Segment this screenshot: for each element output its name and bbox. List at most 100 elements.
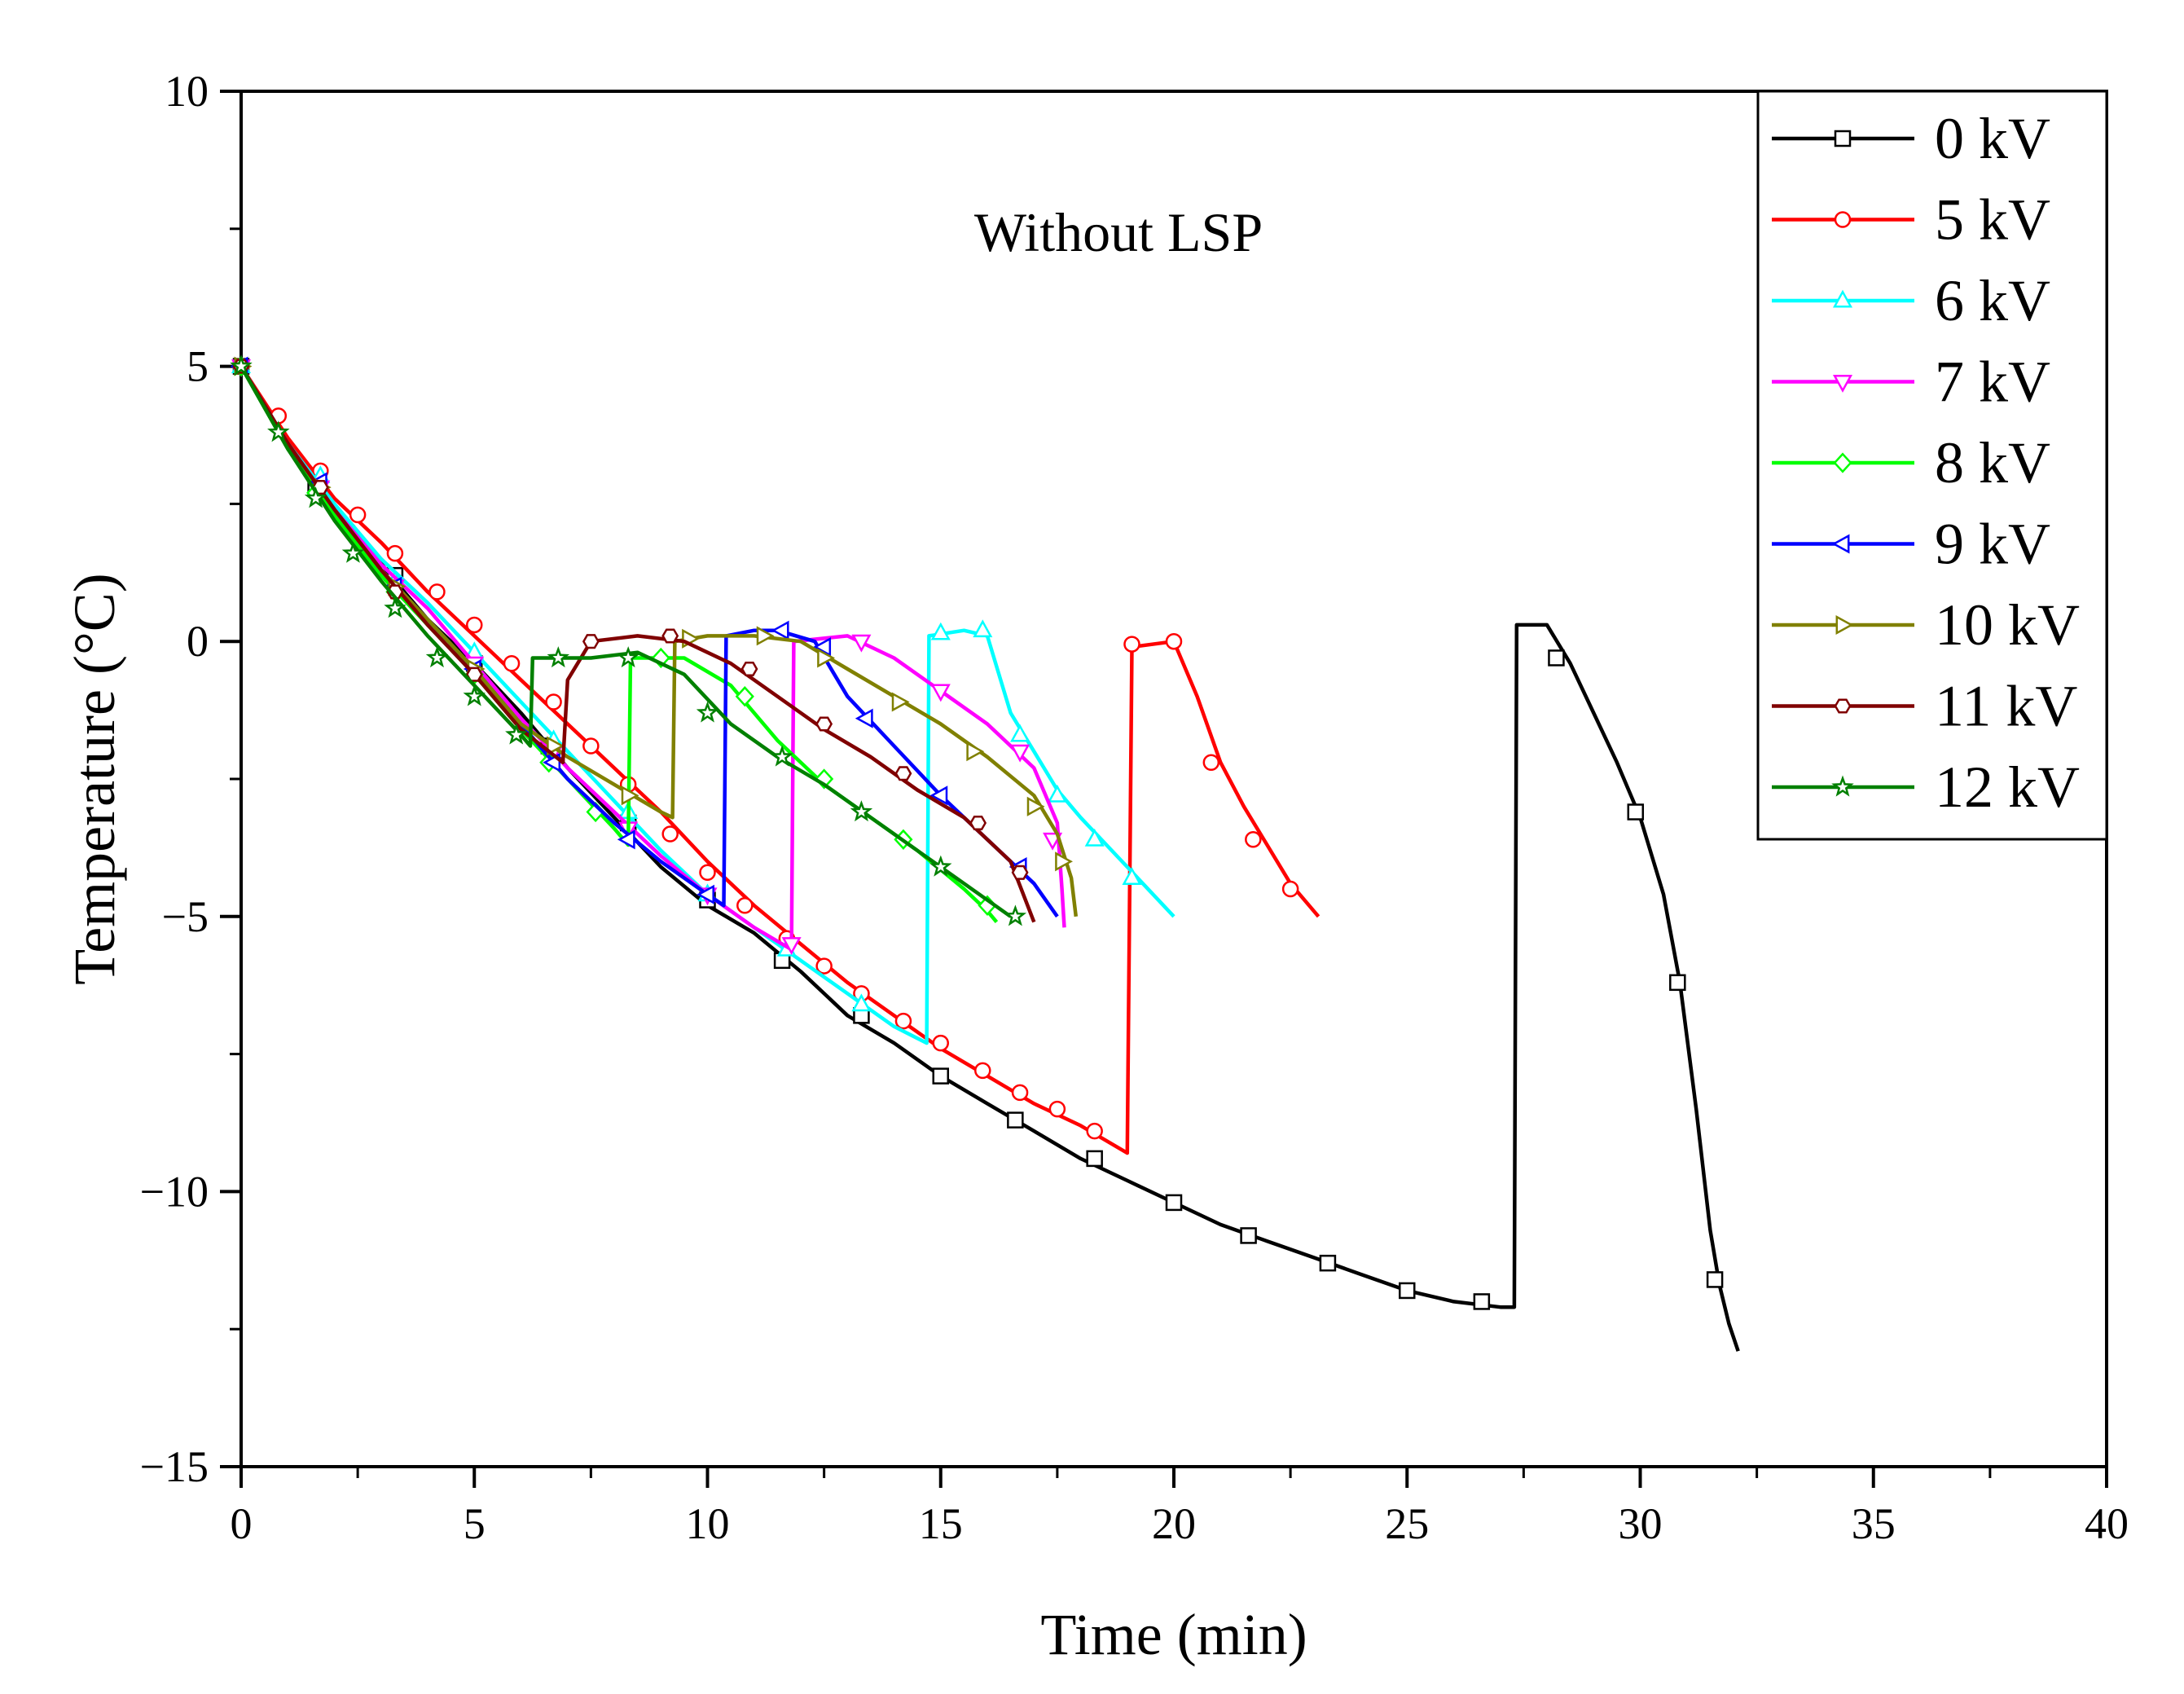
series-8-point-10	[696, 701, 719, 723]
series-3-point-10	[1010, 744, 1030, 763]
legend-label-4: 8 kV	[1935, 430, 2050, 495]
series-7-point-6	[740, 661, 758, 677]
x-tick-label-5: 25	[1385, 1499, 1429, 1548]
series-8-point-8	[547, 646, 570, 668]
series-6-point-10	[966, 741, 985, 762]
legend: 0 kV 5 kV 6 kV 7 kV 8 kV 9 kV 10 kV 11 kV 12 kV	[1756, 90, 2108, 841]
series-8-point-11	[771, 745, 793, 767]
x-tick-label-3: 15	[919, 1499, 963, 1548]
y-tick-label-4: −10	[140, 1167, 209, 1216]
series-2	[231, 355, 1175, 1045]
series-1-point-15	[815, 957, 833, 975]
series-8-point-9	[617, 646, 639, 668]
series-6-point-12	[1055, 851, 1073, 872]
series-0-point-14	[1319, 1254, 1337, 1272]
series-1-point-27	[1281, 880, 1299, 898]
series-1-point-5	[428, 583, 446, 601]
series-8-point-14	[1004, 904, 1027, 926]
series-6-point-4	[547, 736, 565, 756]
series-5-point-10	[929, 785, 948, 806]
series-7-point-3	[465, 667, 483, 682]
series-1-point-18	[932, 1034, 949, 1052]
series-2-point-14	[1122, 867, 1142, 885]
series-5-point-9	[855, 708, 873, 728]
x-tick-label-4: 20	[1152, 1499, 1196, 1548]
series-line-2	[239, 365, 1175, 1045]
series-0-point-10	[1007, 1111, 1024, 1129]
series-1-point-25	[1202, 754, 1220, 771]
legend-label-0: 0 kV	[1935, 106, 2050, 171]
x-axis-title: Time (min)	[1040, 1602, 1307, 1667]
y-tick-label-2: 0	[187, 617, 209, 666]
series-5-point-5	[617, 829, 635, 850]
series-0-point-16	[1473, 1293, 1491, 1310]
legend-label-6: 10 kV	[1935, 592, 2080, 658]
series-7-point-7	[815, 716, 833, 732]
series-6-point-9	[891, 692, 910, 712]
legend-label-3: 7 kV	[1935, 350, 2050, 415]
legend-marker-7	[1834, 698, 1852, 714]
legend-marker-3	[1832, 375, 1853, 393]
axis-ticks: 0 5 10 15 20 25 30 35 40 10 5 0 −5 −10 −15	[140, 67, 2129, 1548]
series-1-point-17	[894, 1012, 912, 1030]
series-1-point-20	[1011, 1084, 1029, 1102]
series-7-point-5	[661, 628, 679, 644]
series-8-point-0	[230, 354, 253, 376]
series-1-point-19	[974, 1062, 991, 1080]
series-8-point-3	[341, 541, 365, 563]
legend-marker-1	[1834, 211, 1852, 228]
series-5-point-7	[771, 620, 789, 640]
series-5-point-8	[813, 636, 832, 658]
series-1-point-21	[1048, 1100, 1066, 1118]
series-line-6	[239, 365, 1079, 917]
y-tick-label-5: −15	[140, 1442, 209, 1491]
series-0	[232, 358, 1740, 1352]
legend-box	[1756, 90, 2108, 841]
series-layer	[230, 354, 1740, 1352]
series-6-point-8	[817, 648, 835, 668]
legend-label-5: 9 kV	[1935, 512, 2050, 577]
series-1-point-26	[1245, 831, 1262, 848]
series-1-point-11	[661, 825, 679, 843]
series-0-point-12	[1165, 1194, 1183, 1212]
series-0-point-11	[1086, 1150, 1103, 1168]
series-2-point-12	[1047, 784, 1067, 803]
x-tick-label-8: 40	[2085, 1499, 2129, 1548]
series-line-1	[239, 365, 1321, 1155]
x-tick-label-2: 10	[686, 1499, 730, 1548]
series-0-point-13	[1240, 1227, 1257, 1244]
series-8-point-4	[384, 596, 406, 618]
series-0-point-15	[1399, 1282, 1416, 1300]
series-3-point-8	[851, 634, 872, 653]
series-8-point-2	[304, 486, 327, 508]
series-0-point-9	[932, 1067, 949, 1085]
series-0-point-19	[1669, 974, 1686, 992]
x-tick-label-0: 0	[231, 1499, 253, 1548]
legend-marker-0	[1834, 130, 1852, 147]
series-1-point-9	[582, 737, 600, 755]
legend-marker-2	[1832, 289, 1853, 308]
series-1-point-12	[699, 864, 716, 882]
series-6-point-11	[1026, 796, 1045, 816]
series-1-point-22	[1086, 1122, 1103, 1140]
series-line-0	[239, 365, 1740, 1352]
y-tick-label-3: −5	[162, 892, 209, 941]
series-2-point-13	[1084, 828, 1105, 847]
legend-label-8: 12 kV	[1935, 755, 2080, 820]
series-3-point-7	[781, 937, 802, 955]
series-7-point-8	[894, 766, 912, 781]
legend-label-2: 6 kV	[1935, 268, 2050, 333]
series-4-point-6	[651, 647, 670, 669]
series-0-point-18	[1627, 803, 1645, 821]
series-8-point-7	[505, 723, 528, 745]
series-7-point-9	[969, 815, 987, 831]
series-0-point-20	[1706, 1271, 1724, 1288]
series-2-point-11	[1010, 724, 1030, 742]
series-7-point-10	[1011, 865, 1029, 880]
legend-marker-4	[1833, 452, 1852, 473]
series-0-point-17	[1548, 649, 1565, 667]
series-1-point-8	[545, 693, 562, 711]
series-8-point-12	[850, 800, 873, 822]
series-7-point-4	[582, 634, 600, 649]
